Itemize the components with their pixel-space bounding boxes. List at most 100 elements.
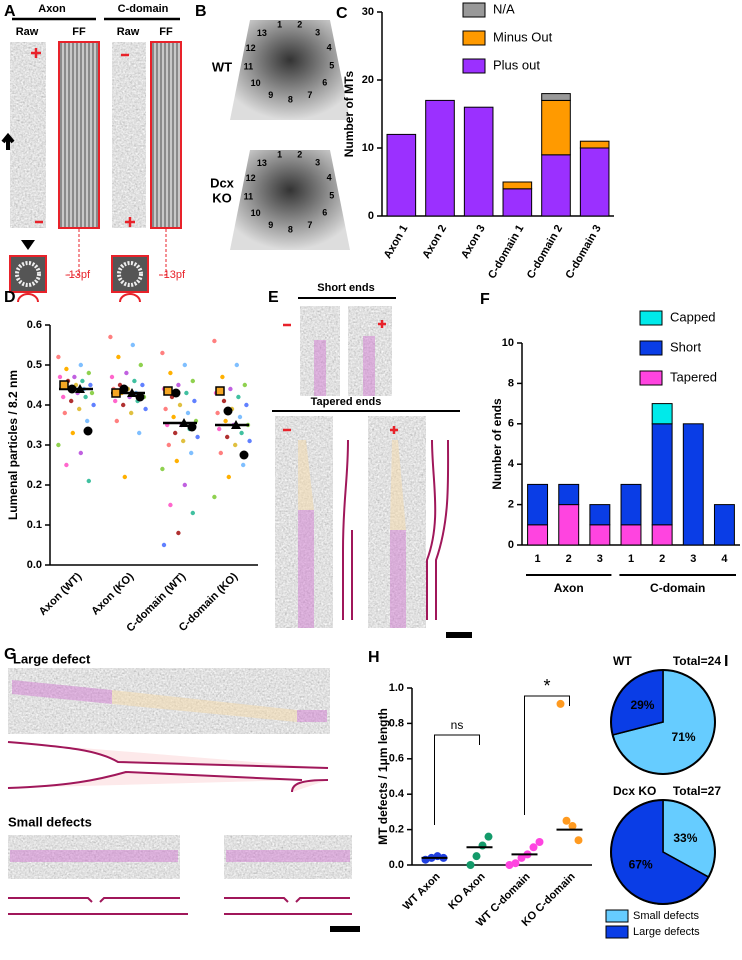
direction-arrow [1, 132, 15, 150]
bar-segment [589, 524, 611, 546]
data-point [466, 861, 475, 869]
legend-label: N/A [493, 1, 515, 16]
ff-image [58, 41, 100, 229]
y-tick-label: 0.5 [27, 359, 42, 371]
mt-model [230, 20, 350, 120]
data-point [212, 494, 217, 500]
data-point [242, 382, 247, 388]
header: Axon [38, 3, 66, 15]
legend-swatch [462, 2, 486, 18]
data-point [556, 699, 565, 708]
data-point [168, 370, 173, 376]
data-point [225, 434, 230, 440]
header: C-domain [118, 3, 169, 15]
data-point [190, 510, 195, 516]
data-point [185, 410, 191, 416]
data-point [166, 442, 171, 448]
data-point [529, 843, 538, 852]
pf-number: 4 [327, 43, 332, 53]
overlay [390, 530, 406, 628]
data-point [57, 374, 63, 380]
data-point [70, 430, 76, 436]
animal-mean [231, 420, 241, 429]
data-point [114, 418, 120, 424]
x-tick-label: 2 [659, 553, 665, 565]
data-point [83, 394, 88, 400]
y-axis-label: MT defects / 1μm length [376, 708, 390, 845]
data-point [88, 382, 93, 388]
bar-segment [651, 524, 673, 546]
raw-image [10, 42, 46, 228]
data-point [108, 334, 113, 340]
data-point [223, 418, 228, 424]
animal-mean [119, 384, 129, 394]
pf-number: 13 [257, 28, 267, 38]
legend-swatch [462, 30, 486, 46]
y-tick-label: 0.2 [389, 824, 404, 836]
legend-swatch [639, 340, 663, 356]
pf-number: 5 [329, 61, 334, 71]
data-point [176, 382, 181, 388]
leader-line [67, 229, 167, 276]
pf-number: 7 [307, 90, 312, 100]
animal-mean [111, 388, 121, 398]
em-image [224, 835, 352, 879]
animal-mean [239, 450, 249, 460]
pf-number: 12 [246, 43, 256, 53]
pf-number: 4 [327, 173, 332, 183]
bar-segment [558, 504, 580, 546]
data-point [182, 362, 187, 368]
schematic [342, 439, 450, 620]
pf-number: 2 [297, 19, 302, 29]
legend-label: Plus out [493, 57, 540, 72]
bar-segment [541, 99, 571, 156]
animal-mean [171, 388, 181, 398]
pf-number: 3 [315, 28, 320, 38]
sublabel: Raw [117, 26, 140, 38]
ring [117, 261, 143, 287]
data-point [78, 362, 84, 368]
animal-mean [163, 386, 173, 396]
overlay [298, 510, 314, 628]
label: KO [212, 190, 232, 205]
mt-model [230, 150, 350, 250]
data-point [568, 822, 577, 831]
animal-mean [127, 388, 137, 397]
data-point [77, 406, 82, 412]
pie-label: 29% [630, 698, 654, 712]
pie-label: 33% [673, 831, 697, 845]
data-point [116, 354, 121, 360]
y-tick-label: 0.3 [27, 439, 42, 451]
bar-segment [682, 423, 704, 546]
animal-mean [83, 426, 93, 436]
data-point [91, 402, 96, 408]
data-point [244, 402, 249, 408]
legend-label: Tapered [670, 369, 717, 384]
pf-number: 5 [329, 191, 334, 201]
significance-bracket [434, 734, 480, 825]
view-eye [21, 240, 35, 250]
animal-mean [187, 422, 197, 432]
pf-number: 10 [251, 78, 261, 88]
data-point [505, 861, 514, 869]
data-point [160, 350, 165, 356]
pf-number: 2 [297, 149, 302, 159]
title: Short ends [317, 282, 374, 294]
data-point [239, 430, 244, 436]
end-sign [283, 320, 398, 434]
bar-segment [558, 483, 580, 506]
em-image [300, 306, 340, 396]
data-point [89, 390, 95, 396]
panel-letter: A [4, 3, 16, 20]
title: Tapered ends [311, 396, 382, 408]
data-point [109, 374, 115, 380]
pf-number: 6 [322, 208, 327, 218]
annotation: -13pf [160, 269, 186, 281]
sublabel: FF [159, 26, 173, 38]
data-point [86, 370, 92, 376]
y-tick-label: 0.6 [389, 753, 404, 765]
bar-segment [579, 140, 610, 149]
panel-letter: B [195, 3, 207, 20]
pf-number: 6 [322, 78, 327, 88]
